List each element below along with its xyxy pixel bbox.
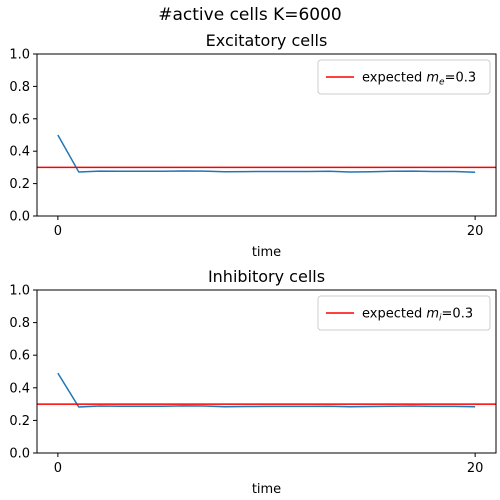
figure-suptitle: #active cells K=6000 xyxy=(158,5,342,25)
y-tick-label: 0.4 xyxy=(9,145,30,160)
y-tick-label: 0.0 xyxy=(9,447,30,462)
y-tick-label: 0.6 xyxy=(9,112,30,127)
x-tick-label: 20 xyxy=(467,224,484,239)
x-tick-label: 0 xyxy=(54,461,62,476)
excitatory-axes: Excitatory cells 0.0 0.2 0.4 0.6 0.8 1.0 0 20 tim… xyxy=(9,31,497,260)
y-tick-label: 0.6 xyxy=(9,349,30,364)
legend-box xyxy=(317,59,491,95)
x-tick-label: 20 xyxy=(467,461,484,476)
excitatory-title: Excitatory cells xyxy=(206,31,328,50)
legend-label: expected me=0.3 xyxy=(362,71,476,88)
inhibitory-series-line xyxy=(57,372,476,408)
y-tick-label: 1.0 xyxy=(9,284,30,299)
inhibitory-xlabel: time xyxy=(252,482,281,497)
excitatory-axes-frame xyxy=(36,53,497,217)
excitatory-xlabel: time xyxy=(252,245,281,260)
y-tick-label: 0.8 xyxy=(9,316,30,331)
y-tick-label: 0.0 xyxy=(9,210,30,225)
y-tick-label: 0.2 xyxy=(9,414,30,429)
excitatory-legend: expected me=0.3 xyxy=(317,59,491,95)
y-tick-label: 0.8 xyxy=(9,80,30,95)
excitatory-series-line xyxy=(57,134,476,174)
x-tick-label: 0 xyxy=(54,224,62,239)
inhibitory-axes: Inhibitory cells 0.0 0.2 0.4 0.6 0.8 1.0 0 20 tim… xyxy=(9,267,497,497)
inhibitory-legend: expected mi=0.3 xyxy=(317,295,491,331)
legend-box xyxy=(317,295,491,331)
y-tick-label: 0.2 xyxy=(9,177,30,192)
y-tick-label: 0.4 xyxy=(9,381,30,396)
y-tick-label: 1.0 xyxy=(9,48,30,63)
inhibitory-axes-frame xyxy=(36,289,497,454)
inhibitory-title: Inhibitory cells xyxy=(208,267,325,286)
legend-label: expected mi=0.3 xyxy=(362,307,473,324)
